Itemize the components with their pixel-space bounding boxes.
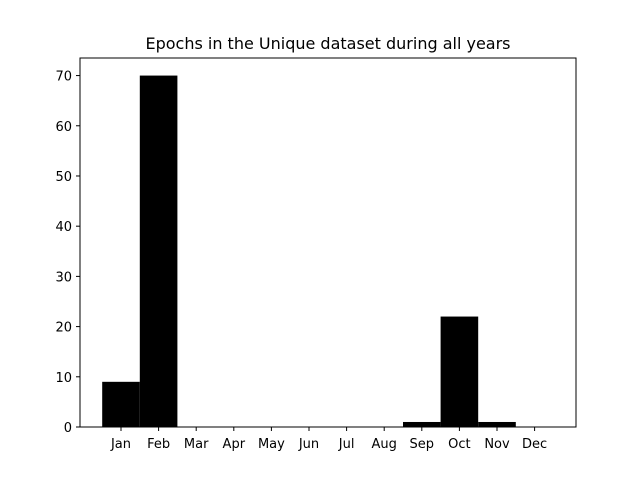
x-tick-label: Apr xyxy=(223,437,246,452)
bars-layer xyxy=(102,75,516,427)
y-tick-label: 40 xyxy=(55,220,72,235)
bar-nov xyxy=(478,421,516,427)
x-tick-label: Jul xyxy=(338,437,355,452)
x-tick-label: Oct xyxy=(448,437,470,452)
bar-sep xyxy=(403,421,441,427)
y-tick-label: 60 xyxy=(55,120,72,135)
bar-oct xyxy=(440,316,479,427)
x-tick-label: Feb xyxy=(147,437,170,452)
y-tick-label: 0 xyxy=(64,421,72,436)
bar-feb xyxy=(139,75,178,427)
y-tick-label: 10 xyxy=(55,371,72,386)
y-tick-label: 20 xyxy=(55,321,72,336)
y-tick-label: 50 xyxy=(55,170,72,185)
x-tick-label: Nov xyxy=(484,437,510,452)
y-tick-label: 70 xyxy=(55,70,72,85)
x-tick-label: May xyxy=(258,437,285,452)
x-tick-label: Sep xyxy=(410,437,435,452)
chart-title: Epochs in the Unique dataset during all … xyxy=(145,34,510,53)
x-axis: Jan Feb Mar Apr May Jun Jul Aug Sep Oct Nov Dec xyxy=(110,427,547,452)
plot-area-frame xyxy=(79,57,577,428)
bar-jan xyxy=(102,381,140,427)
x-tick-label: Jun xyxy=(298,437,319,452)
x-tick-label: Dec xyxy=(522,437,547,452)
x-tick-label: Mar xyxy=(184,437,209,452)
x-tick-label: Aug xyxy=(372,437,397,452)
y-tick-label: 30 xyxy=(55,270,72,285)
y-axis: 0 10 20 30 40 50 60 70 xyxy=(55,70,80,436)
x-tick-label: Jan xyxy=(110,437,131,452)
